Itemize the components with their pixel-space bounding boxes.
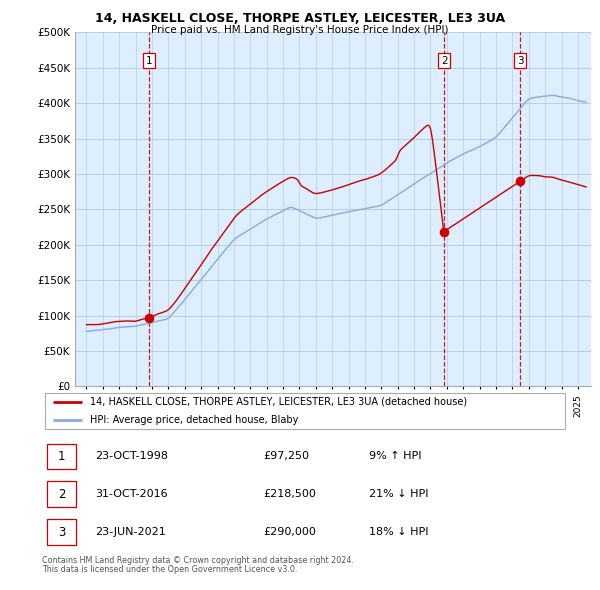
Text: 18% ↓ HPI: 18% ↓ HPI <box>370 527 429 537</box>
Text: Contains HM Land Registry data © Crown copyright and database right 2024.: Contains HM Land Registry data © Crown c… <box>42 556 354 565</box>
Point <box>515 176 525 186</box>
Text: 3: 3 <box>58 526 65 539</box>
Text: Price paid vs. HM Land Registry's House Price Index (HPI): Price paid vs. HM Land Registry's House … <box>151 25 449 35</box>
FancyBboxPatch shape <box>47 481 76 507</box>
Text: £218,500: £218,500 <box>264 489 317 499</box>
Text: 3: 3 <box>517 56 523 65</box>
Point <box>439 227 449 237</box>
Text: 23-OCT-1998: 23-OCT-1998 <box>95 451 168 461</box>
Text: 31-OCT-2016: 31-OCT-2016 <box>95 489 167 499</box>
Text: 2: 2 <box>58 487 65 501</box>
Text: 9% ↑ HPI: 9% ↑ HPI <box>370 451 422 461</box>
FancyBboxPatch shape <box>47 519 76 545</box>
Point <box>144 313 154 322</box>
Text: £290,000: £290,000 <box>264 527 317 537</box>
Text: £97,250: £97,250 <box>264 451 310 461</box>
FancyBboxPatch shape <box>47 444 76 469</box>
Text: This data is licensed under the Open Government Licence v3.0.: This data is licensed under the Open Gov… <box>42 565 298 574</box>
Text: 21% ↓ HPI: 21% ↓ HPI <box>370 489 429 499</box>
Text: 23-JUN-2021: 23-JUN-2021 <box>95 527 166 537</box>
Text: HPI: Average price, detached house, Blaby: HPI: Average price, detached house, Blab… <box>89 415 298 425</box>
Text: 1: 1 <box>58 450 65 463</box>
Text: 2: 2 <box>441 56 448 65</box>
FancyBboxPatch shape <box>44 392 565 429</box>
Text: 14, HASKELL CLOSE, THORPE ASTLEY, LEICESTER, LE3 3UA: 14, HASKELL CLOSE, THORPE ASTLEY, LEICES… <box>95 12 505 25</box>
Text: 1: 1 <box>146 56 152 65</box>
Text: 14, HASKELL CLOSE, THORPE ASTLEY, LEICESTER, LE3 3UA (detached house): 14, HASKELL CLOSE, THORPE ASTLEY, LEICES… <box>89 397 467 407</box>
